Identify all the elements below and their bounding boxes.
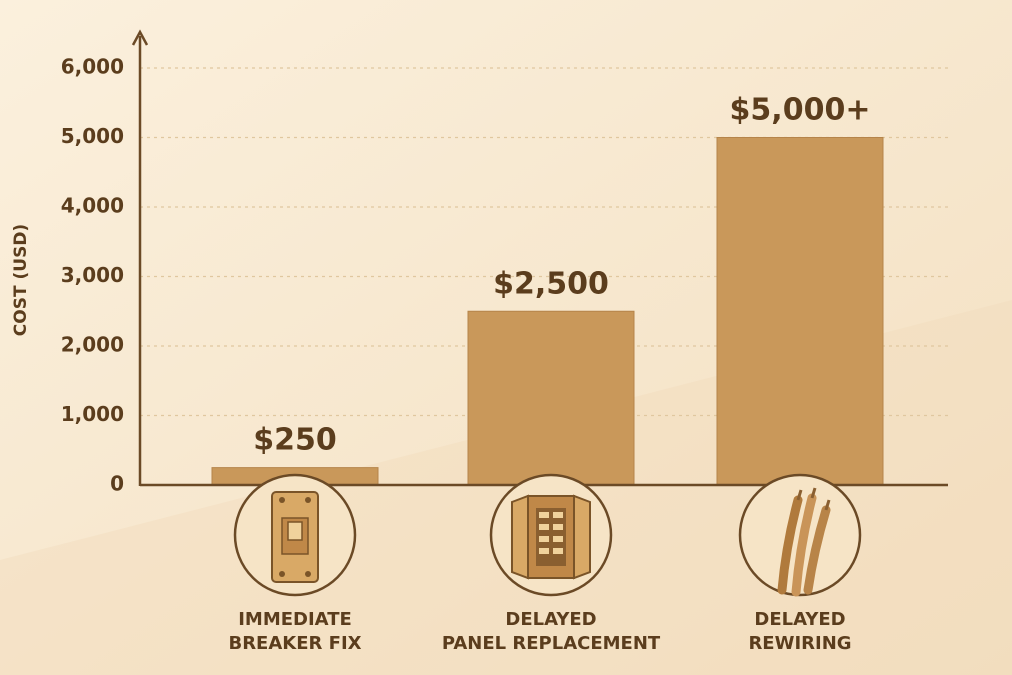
y-tick-label: 2,000	[61, 333, 124, 357]
y-tick-label: 1,000	[61, 402, 124, 426]
y-tick-label: 0	[110, 472, 124, 496]
y-tick-label: 3,000	[61, 263, 124, 287]
value-label: $5,000+	[730, 93, 871, 128]
x-tick-label: IMMEDIATE BREAKER FIX	[228, 609, 361, 654]
y-axis-label: COST (USD)	[11, 224, 31, 336]
x-tick-label: DELAYED REWIRING	[748, 609, 851, 654]
y-tick-label: 5,000	[61, 124, 124, 148]
bar	[716, 137, 884, 486]
y-tick-label: 6,000	[61, 55, 124, 79]
y-tick-label: 4,000	[61, 194, 124, 218]
bar	[467, 310, 635, 486]
panel-icon	[489, 473, 613, 597]
y-axis-arrow	[131, 29, 149, 46]
breaker-icon	[233, 473, 357, 597]
x-tick-label: DELAYED PANEL REPLACEMENT	[442, 609, 661, 654]
wire-icon	[738, 473, 862, 597]
value-label: $250	[253, 423, 337, 458]
value-label: $2,500	[493, 266, 609, 301]
